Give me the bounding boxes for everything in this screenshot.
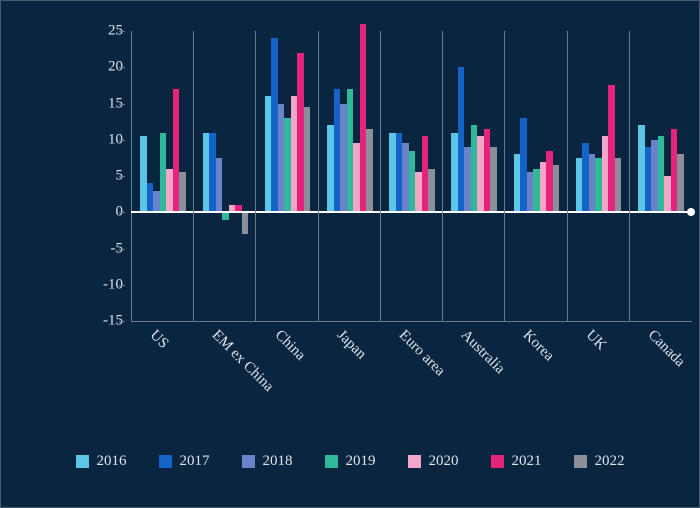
y-axis-label: -15 [13, 313, 123, 330]
legend-item: 2019 [325, 453, 376, 470]
group-separator [567, 31, 568, 321]
legend-item: 2020 [408, 453, 459, 470]
group-separator [318, 31, 319, 321]
legend-label: 2022 [595, 453, 625, 470]
group-separator [193, 31, 194, 321]
x-axis-label: Korea [519, 327, 557, 365]
y-axis-label: 25 [13, 23, 123, 40]
x-axis-label: Australia [457, 327, 508, 378]
legend-swatch [574, 455, 587, 468]
x-axis-label: China [271, 327, 308, 364]
legend: 2016 2017 2018 2019 2020 2021 2022 [1, 453, 699, 470]
zero-marker [687, 208, 695, 216]
legend-item: 2018 [242, 453, 293, 470]
bar [490, 147, 497, 212]
y-axis-label: 10 [13, 131, 123, 148]
x-axis-label: EM ex China [208, 327, 277, 396]
legend-swatch [491, 455, 504, 468]
bar [366, 129, 373, 212]
plot-area [131, 31, 692, 322]
y-axis-label: 0 [13, 204, 123, 221]
group-separator [380, 31, 381, 321]
bar [615, 158, 622, 212]
y-axis-label: 20 [13, 59, 123, 76]
bar [242, 212, 249, 234]
legend-label: 2021 [512, 453, 542, 470]
x-axis-label: UK [582, 327, 609, 354]
legend-label: 2018 [263, 453, 293, 470]
bar [222, 212, 229, 219]
zero-line [131, 211, 691, 213]
legend-swatch [408, 455, 421, 468]
x-axis-label: US [146, 327, 172, 353]
legend-swatch [159, 455, 172, 468]
bar [553, 165, 560, 212]
y-axis-label: -5 [13, 240, 123, 257]
legend-item: 2016 [76, 453, 127, 470]
legend-swatch [325, 455, 338, 468]
legend-item: 2022 [574, 453, 625, 470]
legend-swatch [242, 455, 255, 468]
bar [216, 158, 223, 212]
legend-label: 2016 [97, 453, 127, 470]
group-separator [629, 31, 630, 321]
bar [179, 172, 186, 212]
bar [428, 169, 435, 213]
y-axis-label: -10 [13, 276, 123, 293]
group-separator [442, 31, 443, 321]
legend-item: 2017 [159, 453, 210, 470]
chart-container: 2016 2017 2018 2019 2020 2021 2022 -15 -10 -5 0 5 1… [0, 0, 700, 508]
legend-label: 2019 [346, 453, 376, 470]
group-separator [255, 31, 256, 321]
x-axis-label: Canada [644, 327, 688, 371]
legend-label: 2020 [429, 453, 459, 470]
y-axis-label: 5 [13, 168, 123, 185]
bar [677, 154, 684, 212]
y-axis-label: 15 [13, 95, 123, 112]
legend-item: 2021 [491, 453, 542, 470]
bar [304, 107, 311, 212]
legend-label: 2017 [180, 453, 210, 470]
x-axis-label: Euro area [395, 327, 448, 380]
x-axis-label: Japan [333, 327, 369, 363]
group-separator [504, 31, 505, 321]
legend-swatch [76, 455, 89, 468]
